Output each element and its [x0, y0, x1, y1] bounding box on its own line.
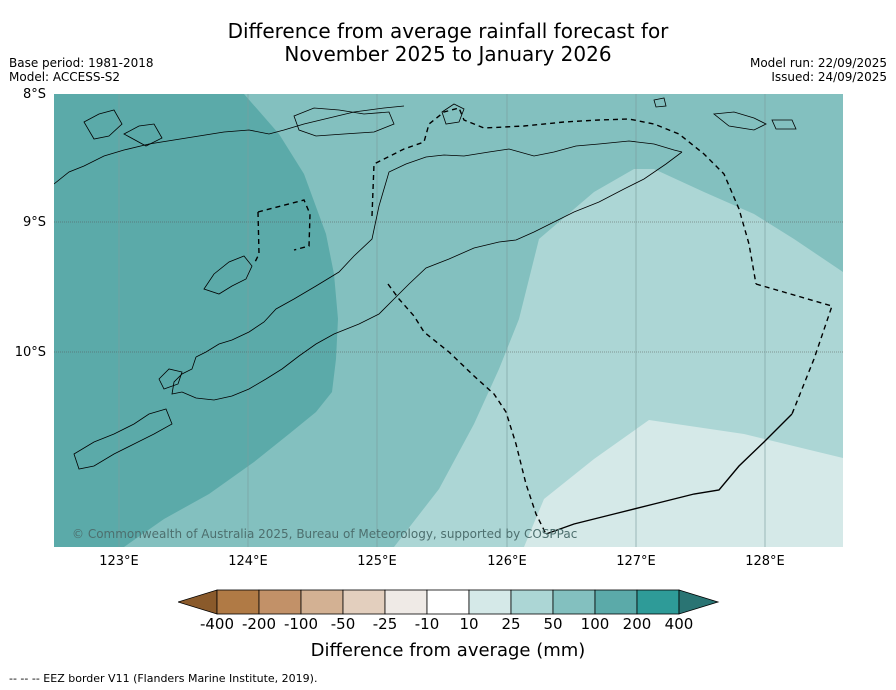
wetar-island: [441, 103, 465, 125]
colorbar: [178, 589, 720, 615]
small-island-2: [771, 119, 797, 130]
meta-left: Base period: 1981-2018 Model: ACCESS-S2: [9, 56, 154, 84]
colorbar-swatch-9: [552, 589, 596, 615]
base-period: Base period: 1981-2018: [9, 56, 154, 70]
eez-border-enclave-west: [253, 211, 260, 265]
colorbar-low-extend: [178, 589, 218, 615]
lon-label-125e: 125°E: [357, 554, 397, 569]
colorbar-swatch-5: [384, 589, 428, 615]
colorbar-label: -200: [241, 615, 277, 633]
colorbar-label: 200: [622, 615, 652, 633]
colorbar-swatch-8: [510, 589, 554, 615]
colorbar-title: Difference from average (mm): [310, 640, 586, 661]
sumba-island: [73, 408, 173, 470]
timor-coast-north: [195, 140, 683, 358]
flores-islands-a: [83, 109, 123, 140]
small-island-1: [653, 97, 667, 108]
coastlines: [54, 97, 797, 470]
lon-label-123e: 123°E: [99, 554, 139, 569]
flores-islands-b: [123, 123, 163, 147]
eez-border-southeast: [545, 413, 793, 535]
colorbar-label: 400: [664, 615, 694, 633]
colorbar-swatch-2: [258, 589, 302, 615]
savu-island: [203, 255, 253, 295]
colorbar-label: -10: [414, 615, 440, 633]
lon-label-128e: 128°E: [745, 554, 785, 569]
colorbar-label: -100: [283, 615, 319, 633]
rainfall-map: © Commonwealth of Australia 2025, Bureau…: [54, 94, 843, 547]
colorbar-label: 100: [580, 615, 610, 633]
babar-islands: [712, 111, 767, 131]
meta-right: Model run: 22/09/2025 Issued: 24/09/2025: [750, 56, 887, 84]
copyright-notice: © Commonwealth of Australia 2025, Bureau…: [72, 527, 577, 541]
colorbar-swatch-1: [216, 589, 260, 615]
lon-label-127e: 127°E: [616, 554, 656, 569]
eez-border-north: [371, 107, 757, 285]
colorbar-swatch-3: [300, 589, 344, 615]
region-100-200: [54, 94, 338, 547]
colorbar-label: 50: [543, 615, 563, 633]
lon-label-126e: 126°E: [487, 554, 527, 569]
eez-border-south-inner: [387, 283, 547, 535]
region-10-25: [524, 420, 843, 547]
eez-borders: [253, 107, 833, 535]
rote-island: [158, 368, 183, 390]
colorbar-high-extend: [678, 589, 720, 615]
title-line-2: November 2025 to January 2026: [284, 42, 612, 66]
timor-coast-south: [181, 151, 683, 401]
eez-border-enclave: [257, 199, 311, 251]
lat-label-10s: 10°S: [14, 345, 46, 360]
lat-label-8s: 8°S: [22, 87, 46, 102]
flores-coast: [54, 105, 405, 185]
colorbar-swatch-11: [636, 589, 680, 615]
title-line-1: Difference from average rainfall forecas…: [227, 19, 669, 43]
colorbar-swatch-4: [342, 589, 386, 615]
meridians: [118, 94, 766, 547]
chart-title: Difference from average rainfall forecas…: [0, 20, 896, 66]
alor-island: [293, 107, 395, 137]
colorbar-label: 25: [501, 615, 521, 633]
colorbar-label: -400: [199, 615, 235, 633]
colorbar-swatch-7: [468, 589, 512, 615]
model-name: Model: ACCESS-S2: [9, 70, 121, 84]
colorbar-label: 10: [459, 615, 479, 633]
eez-border-east: [755, 283, 833, 415]
colorbar-swatch-10: [594, 589, 638, 615]
eez-footnote: -- -- -- EEZ border V11 (Flanders Marine…: [9, 672, 318, 685]
model-run: Model run: 22/09/2025: [749, 56, 887, 70]
colorbar-label: -25: [372, 615, 398, 633]
lon-label-124e: 124°E: [228, 554, 268, 569]
colorbar-label: -50: [330, 615, 356, 633]
lat-label-9s: 9°S: [22, 215, 46, 230]
timor-west-coast: [171, 356, 197, 395]
colorbar-swatch-6: [426, 589, 470, 615]
issued-date: Issued: 24/09/2025: [771, 70, 887, 84]
